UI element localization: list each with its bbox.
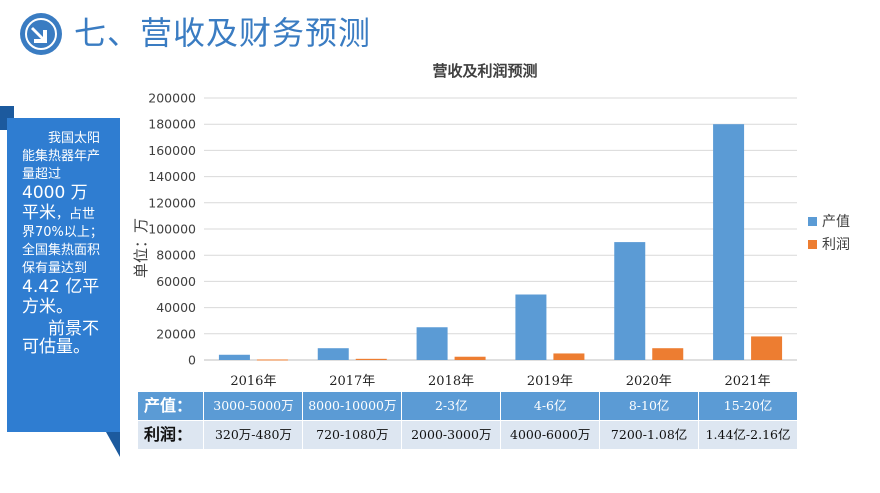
table-cell: 8000-10000万 — [302, 392, 401, 420]
x-tick-labels: 2016年 2017年 2018年 2019年 2020年 2021年 — [230, 374, 770, 389]
y-tick-label: 100000 — [148, 222, 196, 237]
x-tick-label: 2017年 — [329, 374, 375, 389]
bar-revenue — [416, 327, 448, 360]
y-tick-label: 140000 — [148, 169, 196, 184]
bar-revenue — [515, 294, 547, 360]
y-tick-label: 120000 — [148, 195, 196, 210]
legend-swatch — [808, 217, 817, 226]
bar-revenue — [614, 242, 646, 360]
bar-profit — [553, 353, 585, 360]
table-cell: 8-10亿 — [599, 392, 698, 420]
row-label: 产值： — [144, 396, 193, 415]
table-row-revenue: 产值： 3000-5000万 8000-10000万 2-3亿 4-6亿 8-1… — [138, 392, 797, 420]
bar-revenue — [317, 348, 349, 360]
x-tick-label: 2016年 — [230, 374, 276, 389]
y-tick-label: 60000 — [156, 274, 196, 289]
bar-profit — [751, 336, 783, 360]
table-cell: 15-20亿 — [698, 392, 797, 420]
bar-revenue — [218, 354, 250, 360]
chart-title: 营收及利润预测 — [432, 62, 537, 80]
bar-profit — [454, 356, 486, 360]
y-axis-label: 单位：万 — [132, 218, 150, 278]
table-cell: 2000-3000万 — [401, 421, 500, 449]
legend-swatch — [808, 240, 817, 249]
table-cell: 4-6亿 — [500, 392, 599, 420]
y-tick-label: 20000 — [156, 326, 196, 341]
y-tick-label: 0 — [188, 353, 196, 368]
side-panel — [7, 118, 120, 432]
page-title: 七、营收及财务预测 — [74, 14, 372, 52]
legend-label: 利润 — [822, 237, 850, 253]
table-cell: 7200-1.08亿 — [599, 421, 698, 449]
x-tick-label: 2021年 — [725, 374, 771, 389]
y-tick-label: 80000 — [156, 248, 196, 263]
bar-profit — [256, 359, 288, 361]
bars — [218, 124, 783, 361]
y-tick-label: 200000 — [148, 91, 196, 106]
side-text-intro: 我国太阳能集热器年产量超过 — [22, 131, 101, 182]
gridlines — [204, 97, 797, 361]
y-tick-label: 180000 — [148, 117, 196, 132]
table-cell: 3000-5000万 — [203, 392, 302, 420]
side-text-highlight: 4000 万平米 — [22, 183, 88, 223]
table-cell: 720-1080万 — [302, 421, 401, 449]
table-cell: 4000-6000万 — [500, 421, 599, 449]
x-tick-label: 2018年 — [428, 374, 474, 389]
table-cell: 2-3亿 — [401, 392, 500, 420]
table-row-profit: 利润： 320万-480万 720-1080万 2000-3000万 4000-… — [138, 421, 797, 449]
side-panel-fold — [106, 432, 120, 457]
x-tick-label: 2020年 — [626, 374, 672, 389]
y-tick-labels: 0 20000 40000 60000 80000 100000 120000 140000 1… — [148, 91, 196, 368]
side-panel-text: 我国太阳能集热器年产量超过4000 万平米，占世界70%以上；全国集热面积保有量… — [22, 130, 104, 356]
side-text-highlight-2: 4.42 亿平方米。 — [22, 277, 100, 317]
bar-revenue — [713, 124, 745, 360]
row-label: 利润： — [144, 425, 193, 444]
x-tick-label: 2019年 — [527, 374, 573, 389]
side-text-conclusion: 前景不可估量。 — [22, 319, 99, 357]
y-tick-label: 160000 — [148, 143, 196, 158]
bar-profit — [652, 348, 684, 360]
down-arrow-circle-icon — [20, 13, 62, 55]
side-text-middle: ，占世界70%以上；全国集热面积保有量达到 — [22, 207, 103, 276]
legend-label: 产值 — [822, 214, 850, 230]
table-cell: 320万-480万 — [203, 421, 302, 449]
table-cell: 1.44亿-2.16亿 — [698, 421, 797, 449]
bar-profit — [355, 358, 387, 360]
y-tick-label: 40000 — [156, 300, 196, 315]
